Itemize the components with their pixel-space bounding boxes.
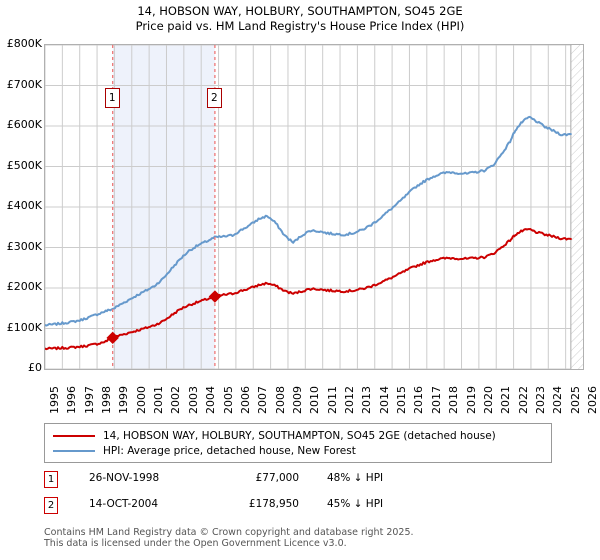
x-tick-label: 2003 <box>186 386 200 414</box>
legend-label-hpi: HPI: Average price, detached house, New … <box>103 444 356 457</box>
x-tick-label: 2000 <box>134 386 148 414</box>
page-title: 14, HOBSON WAY, HOLBURY, SOUTHAMPTON, SO… <box>0 4 600 34</box>
x-tick-label: 2011 <box>325 386 339 414</box>
y-tick-label: £300K <box>6 239 42 253</box>
x-tick-label: 2002 <box>169 386 183 414</box>
x-tick-label: 2021 <box>499 386 513 414</box>
x-tick-label: 2019 <box>464 386 478 414</box>
legend-swatch-property <box>53 434 95 437</box>
x-tick-label: 2012 <box>343 386 357 414</box>
chart-plot-area <box>44 44 584 370</box>
footer-attribution: Contains HM Land Registry data © Crown c… <box>44 527 584 549</box>
transaction-index-badge: 1 <box>44 471 58 488</box>
transaction-hpi-delta: 48% ↓ HPI <box>327 472 384 484</box>
x-tick-label: 2005 <box>221 386 235 414</box>
x-tick-label: 2008 <box>273 386 287 414</box>
x-tick-label: 2004 <box>204 386 218 414</box>
x-tick-label: 2007 <box>256 386 270 414</box>
x-tick-label: 1999 <box>117 386 131 414</box>
y-tick-label: £700K <box>6 77 42 91</box>
legend-item-hpi: HPI: Average price, detached house, New … <box>51 443 545 458</box>
x-tick-label: 2017 <box>429 386 443 414</box>
plot-marker-2: 2 <box>206 88 222 108</box>
x-tick-label: 2001 <box>152 386 166 414</box>
x-tick-label: 2025 <box>568 386 582 414</box>
x-tick-label: 2010 <box>308 386 322 414</box>
legend-item-property: 14, HOBSON WAY, HOLBURY, SOUTHAMPTON, SO… <box>51 428 545 443</box>
footer-line-2: This data is licensed under the Open Gov… <box>44 538 347 549</box>
transaction-price: £178,950 <box>248 498 299 510</box>
y-tick-label: £600K <box>6 118 42 131</box>
x-tick-label: 2016 <box>412 386 426 414</box>
y-tick-label: £200K <box>6 280 42 293</box>
x-tick-label: 2006 <box>238 386 252 414</box>
x-tick-label: 2022 <box>516 386 530 414</box>
x-tick-label: 1998 <box>100 386 114 414</box>
x-tick-label: 2018 <box>447 386 461 414</box>
legend-label-property: 14, HOBSON WAY, HOLBURY, SOUTHAMPTON, SO… <box>103 429 496 442</box>
x-tick-label: 2024 <box>551 386 565 414</box>
x-tick-label: 2014 <box>377 386 391 414</box>
title-line-1: 14, HOBSON WAY, HOLBURY, SOUTHAMPTON, SO… <box>137 4 463 18</box>
x-tick-label: 2020 <box>481 386 495 414</box>
x-tick-label: 2026 <box>586 386 599 414</box>
y-tick-label: £500K <box>6 158 42 172</box>
x-tick-label: 1996 <box>65 386 79 414</box>
y-tick-label: £400K <box>6 199 42 212</box>
y-axis-labels: £0 £100K £200K £300K £400K £500K £600K £700K £80… <box>0 0 42 420</box>
title-line-2: Price paid vs. HM Land Registry's House … <box>135 19 465 33</box>
table-row: 1 26-NOV-1998 £77,000 48% ↓ HPI <box>44 470 564 496</box>
x-tick-label: 1995 <box>48 386 61 414</box>
x-tick-label: 2013 <box>360 386 374 414</box>
table-row: 2 14-OCT-2004 £178,950 45% ↓ HPI <box>44 496 564 522</box>
transactions-table: 1 26-NOV-1998 £77,000 48% ↓ HPI 2 14-OCT… <box>44 470 564 522</box>
transaction-index-badge: 2 <box>44 497 58 514</box>
transaction-hpi-delta: 45% ↓ HPI <box>327 498 384 510</box>
x-tick-label: 2023 <box>533 386 547 414</box>
transaction-date: 26-NOV-1998 <box>89 472 160 484</box>
chart-legend: 14, HOBSON WAY, HOLBURY, SOUTHAMPTON, SO… <box>44 423 552 463</box>
y-tick-label: £100K <box>6 320 42 334</box>
y-tick-label: £800K <box>6 37 42 50</box>
legend-swatch-hpi <box>53 449 95 452</box>
footer-line-1: Contains HM Land Registry data © Crown c… <box>44 527 414 538</box>
transaction-date: 14-OCT-2004 <box>89 498 158 510</box>
y-tick-label: £0 <box>28 361 42 374</box>
x-tick-label: 2015 <box>395 386 409 414</box>
transaction-price: £77,000 <box>255 472 299 484</box>
plot-marker-1: 1 <box>104 88 120 108</box>
x-axis-labels: 1995 1996 1997 1998 1999 2000 2001 2002 2003 2004… <box>44 372 599 417</box>
chart-svg <box>45 45 583 369</box>
x-tick-label: 2009 <box>290 386 304 414</box>
x-tick-label: 1997 <box>82 386 96 414</box>
